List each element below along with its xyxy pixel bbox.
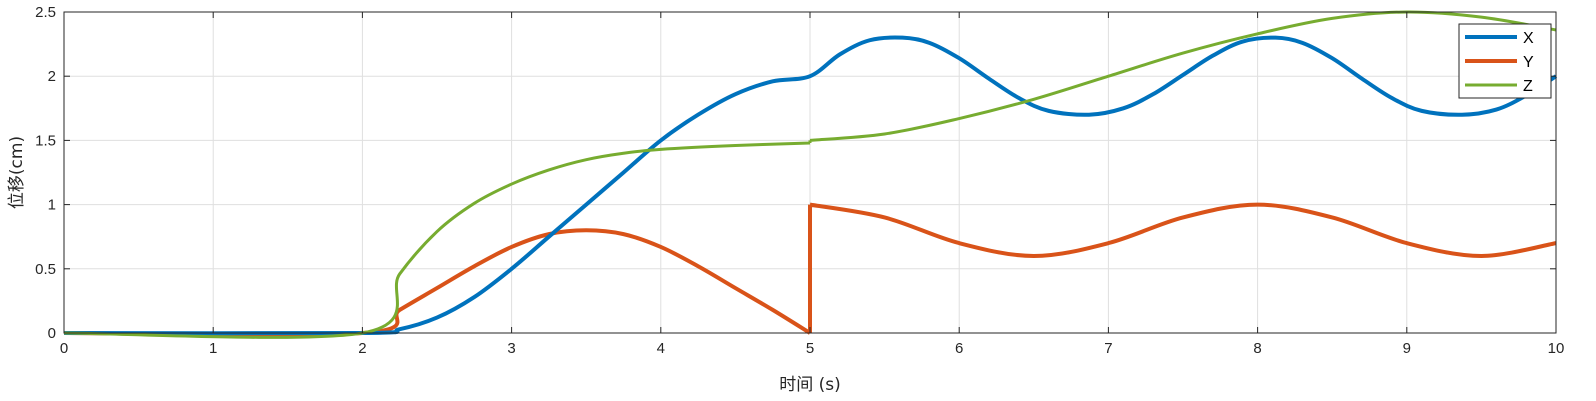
- x-tick-label: 4: [657, 340, 665, 357]
- legend-label-z: Z: [1523, 78, 1533, 95]
- y-tick-label: 2: [48, 68, 56, 85]
- x-tick-label: 6: [955, 340, 963, 357]
- x-tick-label: 1: [209, 340, 217, 357]
- axis-ticks: 0 1 2 3 4 5 6 7 8 9 10 0 0.5 1 1.5 2 2.5: [35, 4, 1564, 357]
- x-tick-label: 8: [1253, 340, 1261, 357]
- legend: XYZ: [1458, 23, 1552, 99]
- legend-label-x: X: [1523, 30, 1534, 47]
- y-tick-label: 2.5: [35, 4, 56, 21]
- x-tick-label: 3: [507, 340, 515, 357]
- y-tick-label: 1.5: [35, 132, 56, 149]
- y-axis-label: 位移(cm): [7, 136, 27, 209]
- y-tick-label: 0.5: [35, 261, 56, 278]
- y-tick-label: 0: [48, 325, 56, 342]
- x-axis-label: 时间 (s): [779, 375, 841, 395]
- x-tick-label: 5: [806, 340, 814, 357]
- x-tick-label: 10: [1548, 340, 1565, 357]
- legend-label-y: Y: [1523, 54, 1534, 71]
- x-tick-label: 2: [358, 340, 366, 357]
- x-tick-label: 7: [1104, 340, 1112, 357]
- x-tick-label: 9: [1403, 340, 1411, 357]
- x-tick-label: 0: [60, 340, 68, 357]
- series-line-x: [63, 35, 1558, 336]
- series-layer: [63, 10, 1558, 339]
- series-line-y: [63, 202, 1557, 337]
- y-tick-label: 1: [48, 197, 56, 214]
